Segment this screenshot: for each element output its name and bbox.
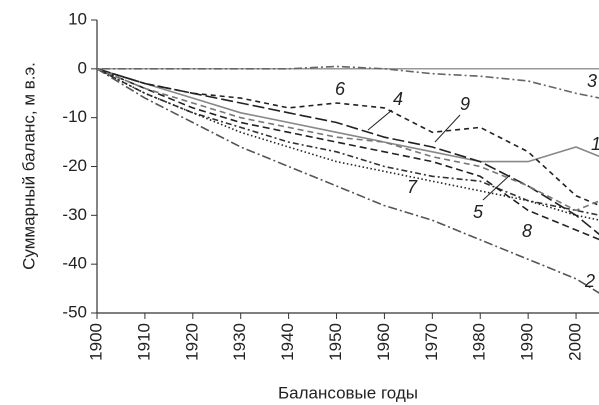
series-line <box>96 68 599 241</box>
x-tick-label: 1960 <box>374 323 393 361</box>
x-tick-label: 1990 <box>518 323 537 361</box>
series-line <box>96 68 599 163</box>
series-line <box>96 68 599 207</box>
y-tick-label: -50 <box>62 302 87 321</box>
series-line <box>96 68 599 212</box>
y-tick-label: -20 <box>62 156 87 175</box>
x-tick-label: 2000 <box>566 323 585 361</box>
series-label: 3 <box>587 71 597 91</box>
y-tick-label: -40 <box>62 254 87 273</box>
series-line <box>96 68 599 216</box>
y-tick-label: 0 <box>78 58 87 77</box>
y-tick-label: -10 <box>62 107 87 126</box>
series-label: 9 <box>460 94 470 114</box>
x-tick-label: 1950 <box>326 323 345 361</box>
x-tick-label: 1920 <box>182 323 201 361</box>
label-leader <box>434 114 461 143</box>
x-tick-label: 1900 <box>86 323 105 361</box>
label-leader <box>367 109 393 131</box>
series-line <box>96 68 599 221</box>
x-tick-label: 1910 <box>134 323 153 361</box>
series-label: 2 <box>584 271 595 291</box>
x-tick-label: 1940 <box>278 323 297 361</box>
series-label: 6 <box>335 79 346 99</box>
x-tick-label: 1980 <box>470 323 489 361</box>
x-tick-label: 1930 <box>230 323 249 361</box>
series-label: 1 <box>591 134 599 154</box>
series-line <box>96 68 599 294</box>
x-axis-label: Балансовые годы <box>278 383 418 402</box>
series-line <box>97 65 599 99</box>
series-line <box>96 68 599 236</box>
y-tick-label: 10 <box>68 9 87 28</box>
series-label: 8 <box>522 221 532 241</box>
x-tick-label: 1970 <box>422 323 441 361</box>
y-axis-label: Суммарный баланс, м в.э. <box>19 62 38 270</box>
series-label: 4 <box>393 89 403 109</box>
series-label: 7 <box>407 177 418 197</box>
series-label: 5 <box>473 202 484 222</box>
y-tick-label: -30 <box>62 205 87 224</box>
